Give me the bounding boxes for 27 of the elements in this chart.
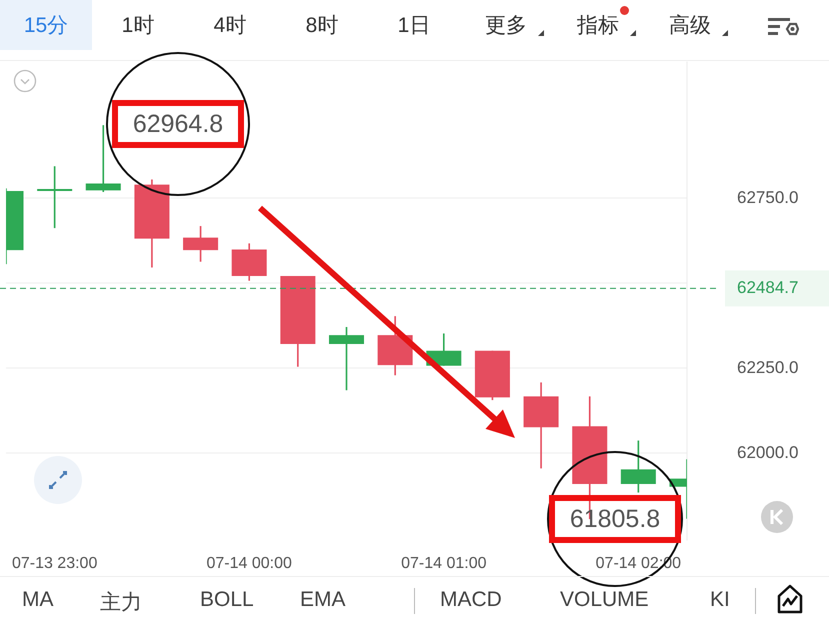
text: VOLUME (560, 588, 649, 611)
text: 指标 (577, 13, 619, 39)
x-tick-label: 07-13 23:00 (12, 554, 98, 572)
y-tick-label: 62000.0 (737, 442, 798, 462)
text: 15分 (24, 13, 68, 39)
candlestick (328, 326, 364, 391)
annotation: 62964.8 (132, 110, 224, 138)
text: 1时 (122, 13, 154, 39)
ref-line-label: 62484.7 (737, 278, 798, 297)
text: 高级 (669, 13, 711, 39)
x-tick-label: 07-14 01:00 (401, 554, 487, 572)
y-tick-label: 62250.0 (737, 358, 798, 377)
text: MACD (440, 588, 502, 611)
text: EMA (300, 588, 346, 611)
candlestick (37, 165, 72, 229)
text: 4时 (214, 13, 246, 39)
text: 更多 (485, 13, 527, 39)
annotation: 61805.8 (570, 504, 660, 534)
x-tick-label: 07-14 00:00 (206, 554, 292, 572)
text: 1日 (398, 13, 430, 39)
text: 8时 (306, 13, 338, 39)
text: KI (710, 588, 730, 611)
y-tick-label: 62750.0 (737, 188, 798, 207)
text: 主力 (100, 591, 142, 614)
text: MA (22, 588, 54, 611)
text: BOLL (200, 588, 254, 611)
candlestick (86, 124, 121, 193)
